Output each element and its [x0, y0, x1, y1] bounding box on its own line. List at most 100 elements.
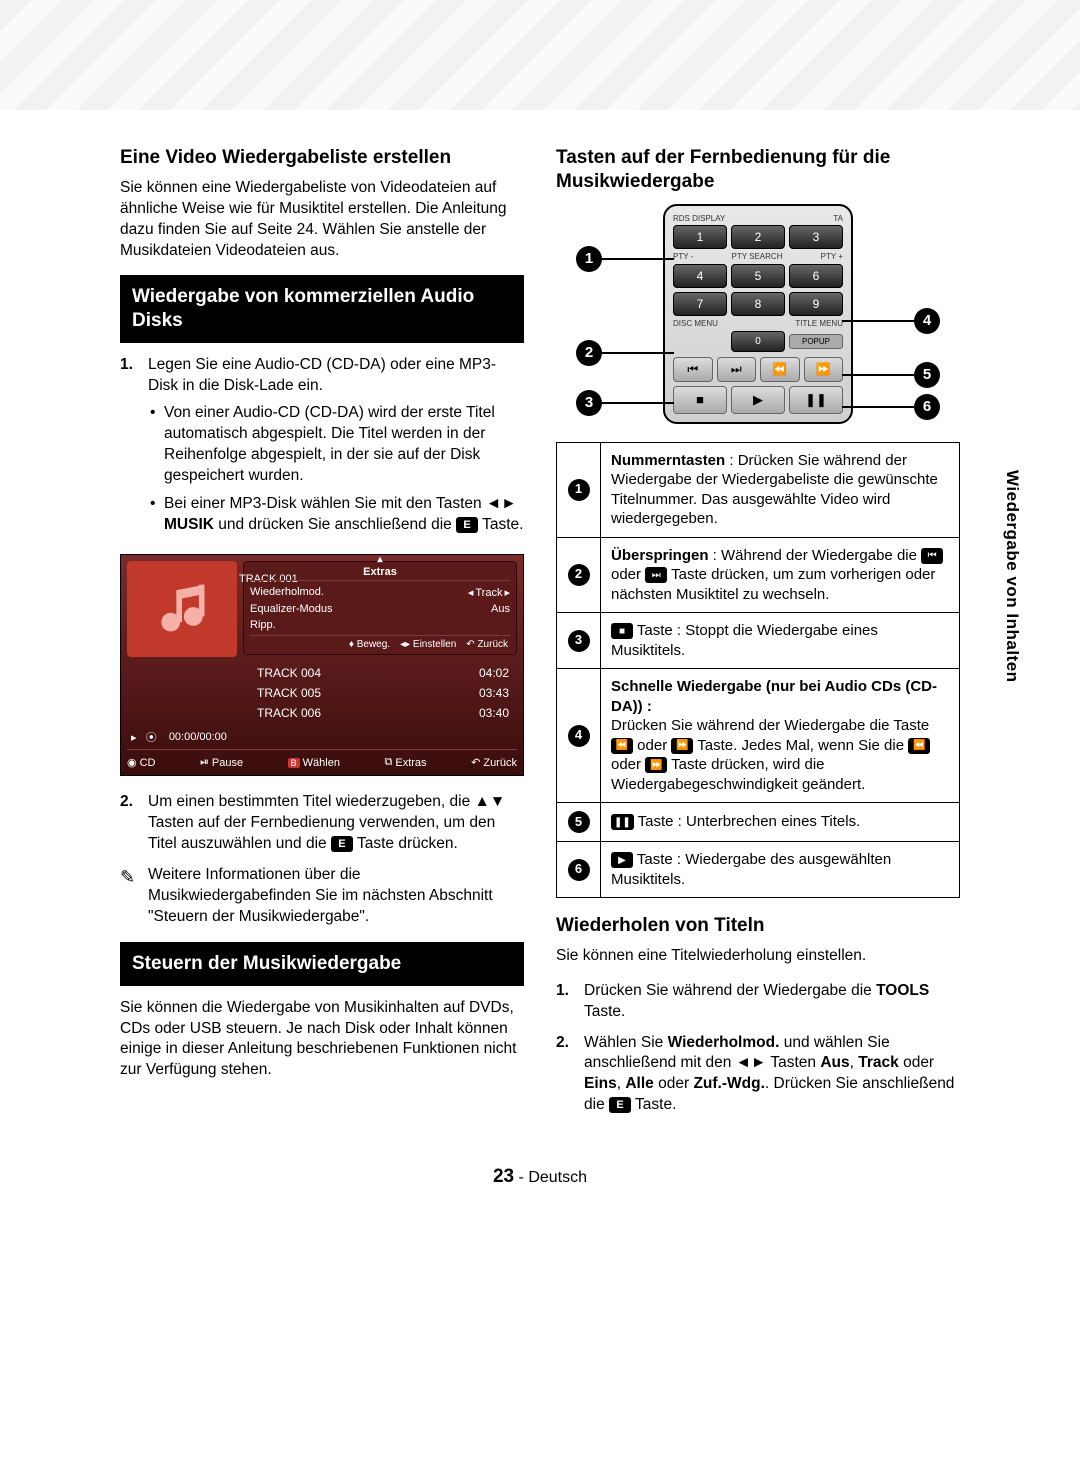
prev-track-icon: ⏮	[921, 548, 943, 564]
label-musik: MUSIK	[164, 516, 214, 533]
callout-dot-1: 1	[576, 246, 602, 272]
frag: Taste.	[478, 516, 523, 533]
remote-transport-row2: ■ ▶ ❚❚	[673, 386, 843, 414]
album-art-icon	[127, 561, 237, 657]
hint-move: ♦ Beweg.	[349, 639, 390, 650]
step-num: 1.	[556, 981, 584, 1023]
callout-dot-5: 5	[914, 362, 940, 388]
stop-icon: ■	[673, 386, 727, 414]
rewind-icon: ⏪	[760, 357, 800, 382]
heading-video-playlist: Eine Video Wiedergabeliste erstellen	[120, 146, 524, 170]
right-column: Tasten auf der Fernbedienung für die Mus…	[556, 140, 960, 1126]
step-text: Legen Sie eine Audio-CD (CD-DA) oder ein…	[148, 355, 524, 544]
frag: Taste drücken.	[353, 835, 458, 852]
player-screenshot: TRACK 001 Extras Wiederholmod.◂ Track ▸ …	[120, 554, 524, 776]
list-audio-steps: 1. Legen Sie eine Audio-CD (CD-DA) oder …	[120, 355, 524, 544]
step-text: Drücken Sie während der Wiedergabe die T…	[584, 981, 960, 1023]
left-column: Eine Video Wiedergabeliste erstellen Sie…	[120, 140, 524, 1126]
rewind-icon: ⏪	[908, 738, 930, 754]
foot-extras: ⧉ Extras	[385, 756, 427, 769]
callout-num: 5	[568, 811, 590, 833]
callout-num: 4	[568, 725, 590, 747]
fastfwd-icon: ⏩	[804, 357, 844, 382]
step-num: 1.	[120, 355, 148, 544]
step-text: Um einen bestimmten Titel wiederzugeben,…	[148, 792, 524, 855]
track-time: 03:43	[479, 686, 509, 700]
note-text: Weitere Informationen über die Musikwied…	[148, 865, 524, 928]
callout-text: Schnelle Wiedergabe (nur bei Audio CDs (…	[601, 669, 960, 803]
step1-intro: Legen Sie eine Audio-CD (CD-DA) oder ein…	[148, 356, 496, 394]
remote-transport-row1: ⏮ ⏭ ⏪ ⏩	[673, 357, 843, 382]
next-track-icon: ⏭	[645, 567, 667, 583]
remote-lbl: TITLE MENU	[795, 319, 843, 328]
tools-panel: Extras Wiederholmod.◂ Track ▸ Equalizer-…	[243, 561, 517, 655]
remote-diagram: 1 2 3 4 5 6 RDS DISPLAYTA 123 PTY -PTY S…	[556, 204, 960, 424]
enter-icon: E	[609, 1097, 631, 1113]
heading-commercial-audio: Wiedergabe von kommerziellen Audio Disks	[120, 275, 524, 343]
text-video-playlist: Sie können eine Wiedergabeliste von Vide…	[120, 178, 524, 262]
remote-lbl: TA	[833, 214, 843, 223]
pause-icon: ❚❚	[611, 814, 634, 830]
remote-lbl: DISC MENU	[673, 319, 718, 328]
popup-label: POPUP	[789, 334, 843, 349]
bullet-mp3: Bei einer MP3-Disk wählen Sie mit den Ta…	[148, 494, 524, 536]
track-name: TRACK 004	[257, 666, 321, 680]
text-repeat-intro: Sie können eine Titelwiederholung einste…	[556, 946, 960, 967]
step-num: 2.	[120, 792, 148, 855]
page-lang: Deutsch	[528, 1169, 587, 1186]
enter-icon: E	[456, 517, 478, 533]
tools-header: Extras	[250, 566, 510, 581]
callout-text: ❚❚ Taste : Unterbrechen eines Titels.	[601, 803, 960, 842]
note-icon: ✎	[120, 865, 148, 928]
callout-dot-2: 2	[576, 340, 602, 366]
header-decoration	[0, 0, 1080, 110]
callout-num: 1	[568, 479, 590, 501]
play-icon: ▶	[611, 852, 633, 868]
track-time: 03:40	[479, 706, 509, 720]
callout-text: ▶ Taste : Wiedergabe des ausgewählten Mu…	[601, 842, 960, 898]
text-control-music: Sie können die Wiedergabe von Musikinhal…	[120, 998, 524, 1082]
bullet-cdda: Von einer Audio-CD (CD-DA) wird der erst…	[148, 403, 524, 487]
play-status: ▸ ⦿ 00:00/00:00	[131, 729, 227, 745]
callout-table: 1 Nummerntasten : Drücken Sie während de…	[556, 442, 960, 899]
prev-track-icon: ⏮	[673, 357, 713, 382]
side-tab: Wiedergabe von Inhalten	[1002, 470, 1022, 683]
callout-num: 3	[568, 630, 590, 652]
track-name: TRACK 005	[257, 686, 321, 700]
list-select-track: 2. Um einen bestimmten Titel wiederzugeb…	[120, 792, 524, 855]
callout-dot-3: 3	[576, 390, 602, 416]
remote-lbl: PTY +	[821, 252, 843, 261]
next-track-icon: ⏭	[717, 357, 757, 382]
remote-lbl: PTY -	[673, 252, 693, 261]
fastfwd-icon: ⏩	[645, 757, 667, 773]
list-repeat-steps: 1. Drücken Sie während der Wiedergabe di…	[556, 981, 960, 1117]
hint-set: ◂▸ Einstellen	[400, 639, 456, 650]
heading-repeat: Wiederholen von Titeln	[556, 914, 960, 938]
step-num: 2.	[556, 1033, 584, 1117]
tool-key: Wiederholmod.	[250, 586, 324, 599]
step-text: Wählen Sie Wiederholmod. und wählen Sie …	[584, 1033, 960, 1117]
player-footer: ◉ CD ⏯ Pause B Wählen ⧉ Extras ↶ Zurück	[127, 749, 517, 769]
frag: Bei einer MP3-Disk wählen Sie mit den Ta…	[164, 495, 517, 512]
remote-lbl: PTY SEARCH	[732, 252, 783, 261]
remote-numpad: 123	[673, 225, 843, 249]
callout-dot-6: 6	[914, 394, 940, 420]
callout-dot-4: 4	[914, 308, 940, 334]
note-more-info: ✎ Weitere Informationen über die Musikwi…	[120, 865, 524, 928]
callout-num: 2	[568, 564, 590, 586]
track-name: TRACK 006	[257, 706, 321, 720]
fastfwd-icon: ⏩	[671, 738, 693, 754]
track-time: 04:02	[479, 666, 509, 680]
foot-select: B Wählen	[288, 757, 340, 769]
tool-val: ◂ Track ▸	[468, 586, 510, 599]
callout-text: ■ Taste : Stoppt die Wiedergabe eines Mu…	[601, 613, 960, 669]
frag: und drücken Sie anschließend die	[214, 516, 456, 533]
page-footer: 23 - Deutsch	[120, 1166, 960, 1188]
page-number: 23	[493, 1166, 514, 1187]
play-icon: ▶	[731, 386, 785, 414]
hint-back: ↶ Zurück	[466, 639, 508, 650]
stop-icon: ■	[611, 623, 633, 639]
enter-icon: E	[331, 836, 353, 852]
callout-text: Überspringen : Während der Wiedergabe di…	[601, 537, 960, 613]
callout-text: Nummerntasten : Drücken Sie während der …	[601, 442, 960, 537]
